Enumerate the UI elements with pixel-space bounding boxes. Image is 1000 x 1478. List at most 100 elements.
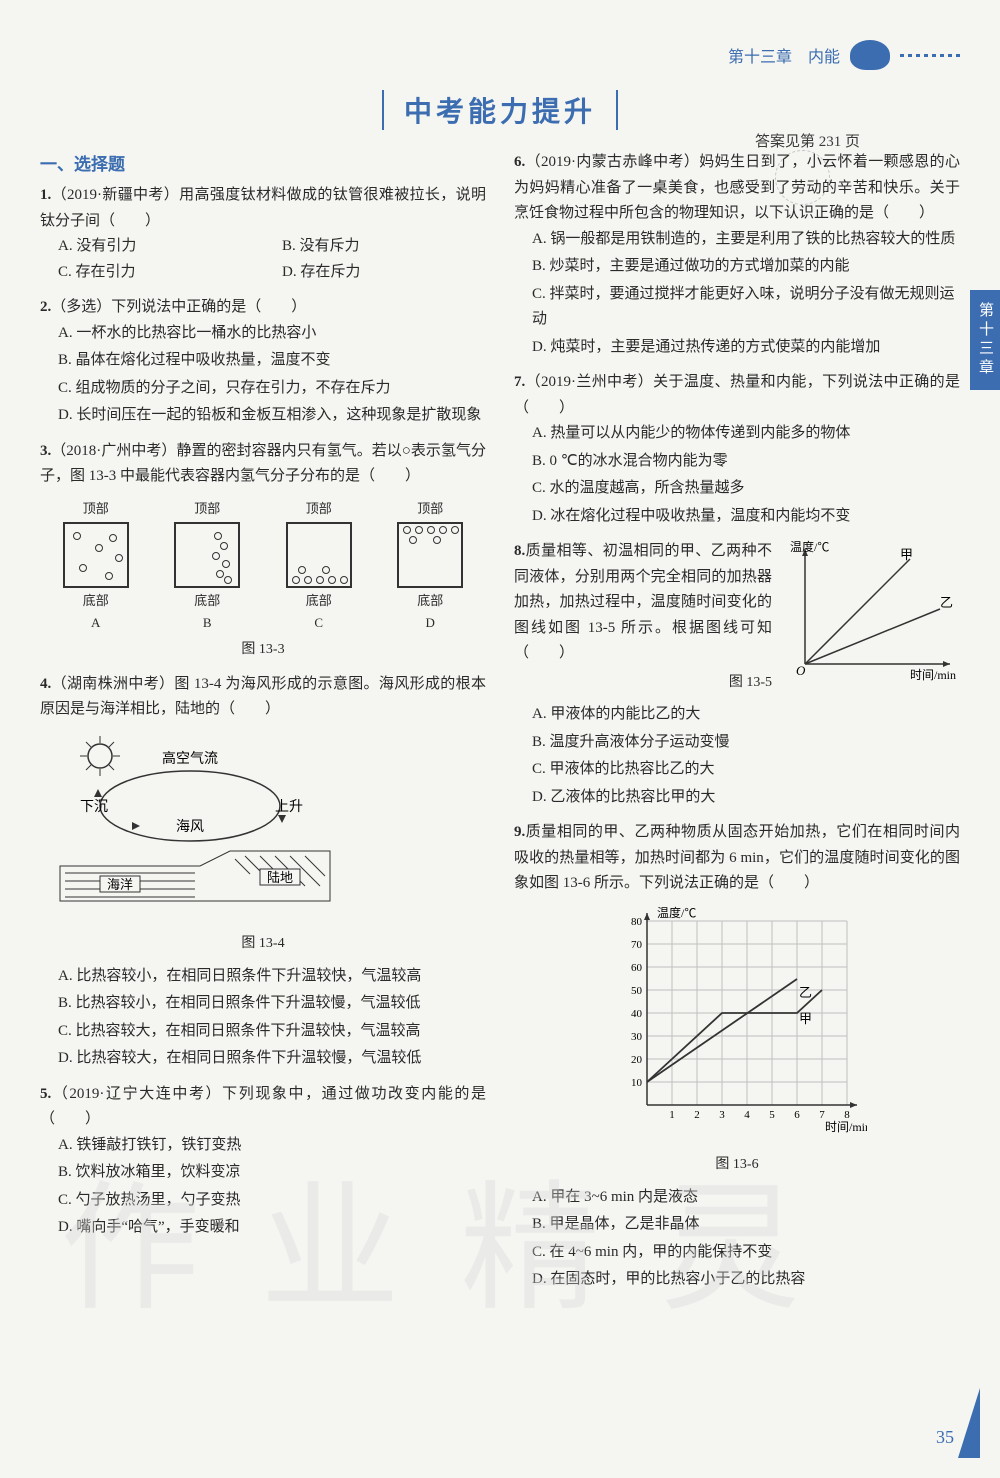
q5-opt-c: C. 勺子放热汤里，勺子变热 xyxy=(58,1188,486,1214)
q4-ocean: 海洋 xyxy=(107,877,133,892)
q8-series-jia: 甲 xyxy=(900,547,913,562)
q4-sea: 海风 xyxy=(176,819,204,835)
svg-text:30: 30 xyxy=(631,1031,643,1043)
q5-stem: （2019·辽宁大连中考）下列现象中，通过做功改变内能的是（ ） xyxy=(40,1086,486,1128)
svg-text:4: 4 xyxy=(744,1109,750,1121)
right-column: 6.（2019·内蒙古赤峰中考）妈妈生日到了，小云怀着一颗感恩的心为妈妈精心准备… xyxy=(514,150,960,1303)
svg-text:60: 60 xyxy=(631,962,643,974)
question-7: 7.（2019·兰州中考）关于温度、热量和内能，下列说法中正确的是（ ） A. … xyxy=(514,370,960,529)
q7-stem: （2019·兰州中考）关于温度、热量和内能，下列说法中正确的是（ ） xyxy=(514,374,960,416)
q4-figure: 高空气流 下沉 上升 海风 海洋 xyxy=(40,731,340,911)
q4-opt-c: C. 比热容较大，在相同日照条件下升温较快，气温较高 xyxy=(58,1019,486,1045)
q3-num: 3. xyxy=(40,443,51,459)
q5-opt-a: A. 铁锤敲打铁钉，铁钉变热 xyxy=(58,1133,486,1159)
q8-xlabel: 时间/min xyxy=(910,668,956,682)
svg-text:3: 3 xyxy=(719,1109,725,1121)
q7-opt-d: D. 冰在熔化过程中吸收热量，温度和内能均不变 xyxy=(532,504,960,530)
q2-stem: （多选）下列说法中正确的是（ ） xyxy=(51,299,306,315)
question-4: 4.（湖南株洲中考）图 13-4 为海风形成的示意图。海风形成的根本原因是与海洋… xyxy=(40,672,486,1072)
q1-num: 1. xyxy=(40,187,51,203)
answer-reference: 答案见第 231 页 xyxy=(755,130,860,151)
q3-lab-d: D xyxy=(390,612,470,634)
q3-bot-b: 底部 xyxy=(167,590,247,612)
q7-num: 7. xyxy=(514,374,525,390)
q3-bot-c: 底部 xyxy=(279,590,359,612)
svg-text:50: 50 xyxy=(631,985,643,997)
q5-opt-b: B. 饮料放冰箱里，饮料变凉 xyxy=(58,1160,486,1186)
q4-stem: （湖南株洲中考）图 13-4 为海风形成的示意图。海风形成的根本原因是与海洋相比… xyxy=(40,676,486,718)
q3-caption: 图 13-3 xyxy=(40,638,486,662)
q8-origin: O xyxy=(796,663,806,678)
svg-text:1: 1 xyxy=(669,1109,675,1121)
q9-series-yi: 乙 xyxy=(799,985,812,1000)
stamp-icon xyxy=(775,150,830,205)
q6-num: 6. xyxy=(514,154,525,170)
page-number: 35 xyxy=(936,1427,954,1448)
q9-ylabel: 温度/℃ xyxy=(657,905,696,920)
svg-text:20: 20 xyxy=(631,1054,643,1066)
q3-top-d: 顶部 xyxy=(390,498,470,520)
q9-opt-c: C. 在 4~6 min 内，甲的内能保持不变 xyxy=(532,1240,960,1266)
q1-opt-c: C. 存在引力 xyxy=(58,260,262,286)
q1-opt-a: A. 没有引力 xyxy=(58,234,262,260)
chapter-label: 第十三章 内能 xyxy=(728,43,840,67)
q2-opt-a: A. 一杯水的比热容比一桶水的比热容小 xyxy=(58,321,486,347)
q6-opt-d: D. 炖菜时，主要是通过热传递的方式使菜的内能增加 xyxy=(532,335,960,361)
q8-opt-c: C. 甲液体的比热容比乙的大 xyxy=(532,757,960,783)
q3-top-b: 顶部 xyxy=(167,498,247,520)
q3-lab-c: C xyxy=(279,612,359,634)
q4-air: 高空气流 xyxy=(162,750,218,767)
q4-opt-a: A. 比热容较小，在相同日照条件下升温较快，气温较高 xyxy=(58,964,486,990)
q3-stem: （2018·广州中考）静置的密封容器内只有氢气。若以○表示氢气分子，图 13-3… xyxy=(40,443,486,485)
q4-opt-d: D. 比热容较大，在相同日照条件下升温较慢，气温较低 xyxy=(58,1046,486,1072)
q9-opt-b: B. 甲是晶体，乙是非晶体 xyxy=(532,1212,960,1238)
svg-text:80: 80 xyxy=(631,916,643,928)
q8-ylabel: 温度/℃ xyxy=(790,539,829,554)
q3-top-c: 顶部 xyxy=(279,498,359,520)
header-emblem-icon xyxy=(850,40,890,70)
q3-figure-row: 顶部 底部 A 顶部 底部 B 顶部 xyxy=(40,498,486,634)
question-9: 9.质量相同的甲、乙两种物质从固态开始加热，它们在相同时间内吸收的热量相等，加热… xyxy=(514,820,960,1292)
q1-stem: （2019·新疆中考）用高强度钛材料做成的钛管很难被拉长，说明钛分子间（ ） xyxy=(40,187,486,229)
q4-opt-b: B. 比热容较小，在相同日照条件下升温较慢，气温较低 xyxy=(58,991,486,1017)
q3-bot-a: 底部 xyxy=(56,590,136,612)
q9-chart: 102030 405060 7080 123 456 78 温度/℃ 时间/mi… xyxy=(607,905,867,1145)
q2-opt-b: B. 晶体在熔化过程中吸收热量，温度不变 xyxy=(58,348,486,374)
question-2: 2.（多选）下列说法中正确的是（ ） A. 一杯水的比热容比一桶水的比热容小 B… xyxy=(40,295,486,429)
question-3: 3.（2018·广州中考）静置的密封容器内只有氢气。若以○表示氢气分子，图 13… xyxy=(40,439,486,662)
q3-box-c xyxy=(286,522,352,588)
q6-opt-a: A. 锅一般都是用铁制造的，主要是利用了铁的比热容较大的性质 xyxy=(532,227,960,253)
q6-opt-c: C. 拌菜时，要通过搅拌才能更好入味，说明分子没有做无规则运动 xyxy=(532,282,960,333)
q9-series-jia: 甲 xyxy=(799,1011,812,1026)
q4-down: 下沉 xyxy=(80,799,108,815)
q4-caption: 图 13-4 xyxy=(40,932,486,956)
q3-box-d xyxy=(397,522,463,588)
q7-opt-a: A. 热量可以从内能少的物体传递到内能多的物体 xyxy=(532,421,960,447)
q8-opt-b: B. 温度升高液体分子运动变慢 xyxy=(532,730,960,756)
svg-text:5: 5 xyxy=(769,1109,775,1121)
q3-box-b xyxy=(174,522,240,588)
q4-num: 4. xyxy=(40,676,51,692)
q8-series-yi: 乙 xyxy=(940,595,953,610)
q6-opt-b: B. 炒菜时，主要是通过做功的方式增加菜的内能 xyxy=(532,254,960,280)
q1-opt-d: D. 存在斥力 xyxy=(282,260,486,286)
question-5: 5.（2019·辽宁大连中考）下列现象中，通过做功改变内能的是（ ） A. 铁锤… xyxy=(40,1082,486,1241)
q9-stem: 质量相同的甲、乙两种物质从固态开始加热，它们在相同时间内吸收的热量相等，加热时间… xyxy=(514,824,960,891)
question-1: 1.（2019·新疆中考）用高强度钛材料做成的钛管很难被拉长，说明钛分子间（ ）… xyxy=(40,183,486,285)
page-title: 中考能力提升 xyxy=(382,90,618,130)
q3-box-a xyxy=(63,522,129,588)
left-column: 一、选择题 1.（2019·新疆中考）用高强度钛材料做成的钛管很难被拉长，说明钛… xyxy=(40,150,486,1303)
chapter-side-tab: 第十三章 xyxy=(970,290,1000,390)
q8-opt-a: A. 甲液体的内能比乙的大 xyxy=(532,702,960,728)
q3-top-a: 顶部 xyxy=(56,498,136,520)
svg-text:70: 70 xyxy=(631,939,643,951)
q3-lab-b: B xyxy=(167,612,247,634)
header-stripe xyxy=(900,54,960,57)
q9-xlabel: 时间/min xyxy=(825,1120,867,1134)
q7-opt-c: C. 水的温度越高，所含热量越多 xyxy=(532,476,960,502)
content-columns: 一、选择题 1.（2019·新疆中考）用高强度钛材料做成的钛管很难被拉长，说明钛… xyxy=(40,150,960,1303)
chapter-header: 第十三章 内能 xyxy=(728,40,960,70)
page-title-block: 中考能力提升 xyxy=(40,90,960,130)
svg-text:6: 6 xyxy=(794,1109,800,1121)
q6-stem: （2019·内蒙古赤峰中考）妈妈生日到了，小云怀着一颗感恩的心为妈妈精心准备了一… xyxy=(514,154,960,221)
